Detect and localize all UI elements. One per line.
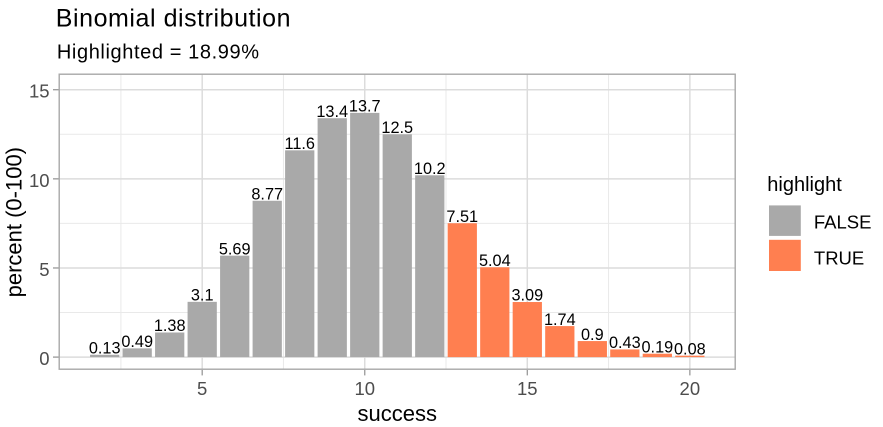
- svg-text:10.2: 10.2: [414, 160, 446, 178]
- svg-text:TRUE: TRUE: [814, 247, 864, 268]
- svg-text:success: success: [358, 401, 437, 426]
- svg-text:0.43: 0.43: [609, 334, 641, 352]
- svg-text:percent (0-100): percent (0-100): [1, 147, 26, 297]
- svg-text:0.08: 0.08: [674, 340, 706, 358]
- svg-text:15: 15: [517, 378, 538, 399]
- svg-text:11.6: 11.6: [284, 135, 314, 153]
- svg-text:15: 15: [29, 81, 50, 102]
- svg-text:0.49: 0.49: [121, 333, 153, 351]
- svg-text:5: 5: [197, 378, 207, 399]
- svg-text:1.38: 1.38: [154, 317, 186, 335]
- svg-text:10: 10: [29, 170, 50, 191]
- svg-text:1.74: 1.74: [544, 311, 576, 329]
- svg-text:0.13: 0.13: [89, 339, 121, 357]
- svg-text:5.04: 5.04: [479, 252, 511, 270]
- svg-text:12.5: 12.5: [381, 119, 413, 137]
- svg-text:10: 10: [354, 378, 375, 399]
- svg-text:13.4: 13.4: [316, 103, 348, 121]
- svg-text:0: 0: [39, 348, 49, 369]
- svg-text:5.69: 5.69: [219, 240, 251, 258]
- svg-text:Highlighted = 18.99%: Highlighted = 18.99%: [57, 42, 260, 64]
- svg-text:3.1: 3.1: [191, 287, 214, 305]
- svg-text:5: 5: [39, 259, 49, 280]
- svg-text:FALSE: FALSE: [814, 212, 872, 233]
- svg-text:highlight: highlight: [767, 174, 842, 196]
- svg-text:20: 20: [680, 378, 701, 399]
- svg-text:13.7: 13.7: [349, 98, 381, 116]
- svg-text:0.19: 0.19: [641, 338, 673, 356]
- svg-text:8.77: 8.77: [251, 185, 283, 203]
- svg-text:0.9: 0.9: [581, 326, 604, 344]
- svg-text:Binomial distribution: Binomial distribution: [56, 4, 291, 32]
- svg-text:3.09: 3.09: [511, 287, 543, 305]
- svg-text:7.51: 7.51: [446, 208, 478, 226]
